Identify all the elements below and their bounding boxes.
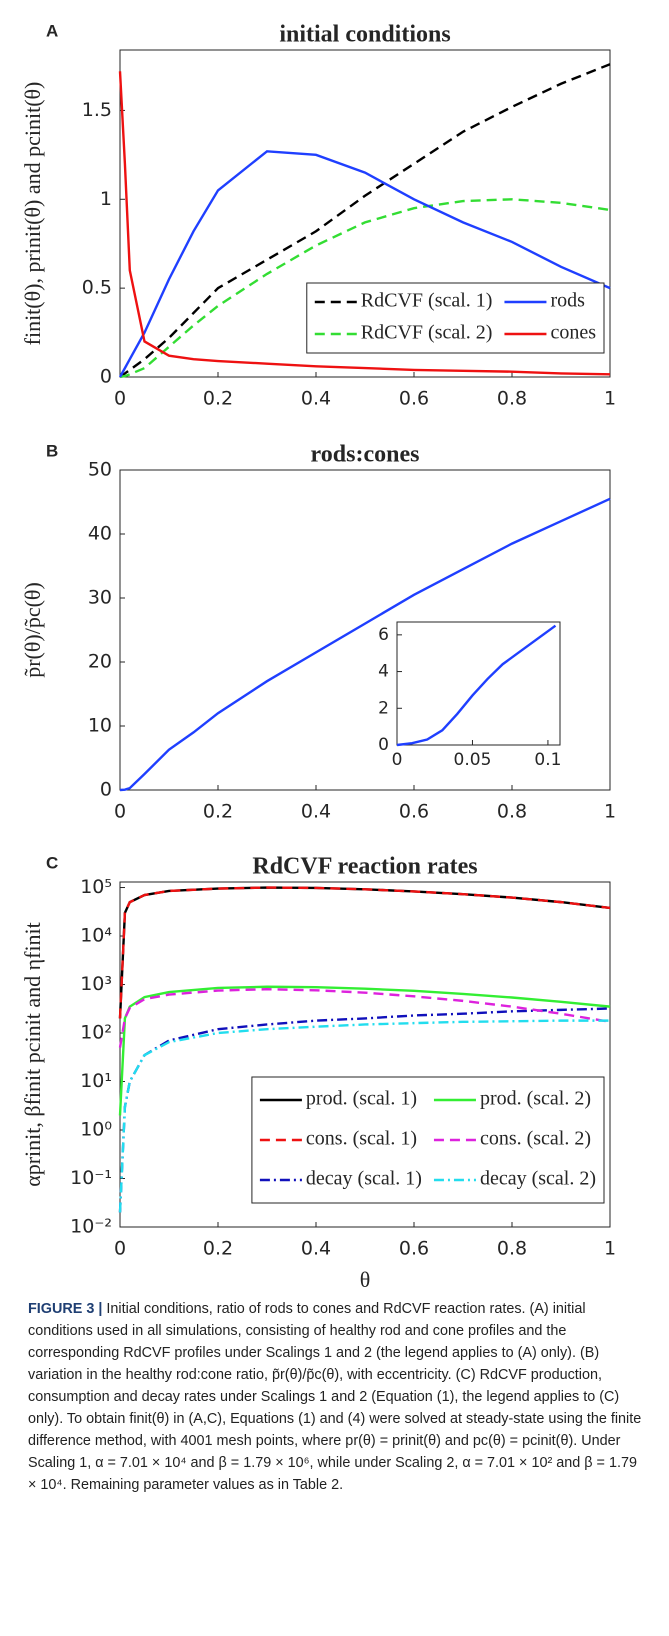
x-tick-label: 0.4	[301, 1238, 331, 1260]
x-tick-label: 0.6	[399, 801, 429, 823]
legend: prod. (scal. 1) cons. (scal. 1) decay (sca…	[251, 1076, 605, 1204]
y-tick-label: 4	[378, 662, 389, 682]
legend-label: rods	[550, 290, 585, 312]
legend-box	[251, 1076, 605, 1204]
y-tick-label: 1	[100, 188, 112, 210]
x-tick-label: 0.4	[301, 801, 331, 823]
y-tick-label: 0	[100, 366, 112, 388]
y-tick-label: 0	[100, 779, 112, 801]
y-tick-label: 40	[88, 523, 112, 545]
legend-label: decay (scal. 1)	[306, 1168, 422, 1190]
x-tick-label: 0	[392, 750, 403, 770]
x-axis-label: θ	[360, 1267, 371, 1290]
x-tick-label: 1	[604, 1238, 616, 1260]
inset-chart: 0 0.05 0.1 0 2 4 6	[378, 621, 561, 770]
legend-box	[306, 282, 605, 354]
chart-title: RdCVF reaction rates	[252, 854, 477, 880]
y-tick-label: 10⁰	[80, 1119, 112, 1141]
legend-label: prod. (scal. 2)	[480, 1088, 591, 1110]
chart: 0 0.2 0.4 0.6 0.8 1 0 0.5 1 1.5 initial conditions…	[20, 21, 616, 409]
legend-label: RdCVF (scal. 1)	[361, 290, 493, 312]
y-tick-label: 30	[88, 587, 112, 609]
series-line	[118, 985, 611, 1116]
y-tick-label: 50	[88, 459, 112, 481]
y-tick-label: 0.5	[82, 277, 112, 299]
y-axis-label: p̃r(θ)/p̃c(θ)	[20, 582, 45, 678]
y-tick-label: 10²	[80, 1022, 112, 1044]
series-line	[396, 624, 557, 747]
x-tick-label: 0	[114, 388, 126, 410]
x-tick-label: 0.8	[497, 388, 527, 410]
y-axis-label: αprinit, βfinit pcinit and ηfinit	[20, 922, 45, 1187]
x-tick-label: 0.6	[399, 1238, 429, 1260]
x-tick-label: 0.05	[454, 750, 492, 770]
caption: FIGURE 3 | Initial conditions, ratio of …	[28, 1298, 642, 1496]
x-tick-label: 0.1	[534, 750, 561, 770]
x-tick-label: 0.8	[497, 801, 527, 823]
caption-text: Initial conditions, ratio of rods to con…	[28, 1301, 642, 1493]
y-axis-label: finit(θ), prinit(θ) and pcinit(θ)	[20, 82, 45, 346]
panel-letter: C	[46, 853, 58, 872]
x-tick-label: 0	[114, 801, 126, 823]
y-tick-label: 10³	[80, 973, 112, 995]
legend-label: decay (scal. 2)	[480, 1168, 596, 1190]
x-tick-label: 0.2	[203, 1238, 233, 1260]
y-tick-label: 6	[378, 625, 389, 645]
legend: RdCVF (scal. 1) RdCVF (scal. 2) rods cones	[306, 282, 605, 354]
y-tick-label: 1.5	[82, 99, 112, 121]
series-line	[118, 1019, 610, 1213]
legend-label: prod. (scal. 1)	[306, 1088, 417, 1110]
series-line	[119, 198, 611, 379]
series-line	[118, 886, 611, 1019]
y-tick-label: 10⁵	[80, 876, 112, 898]
y-tick-label: 0	[378, 735, 389, 755]
y-tick-label: 10⁴	[80, 925, 112, 947]
x-tick-label: 0.2	[203, 801, 233, 823]
chart: 0 0.2 0.4 0.6 0.8 1 10⁻² 10⁻¹ 10⁰ 10¹ 10² 10³ 10⁴ 10⁵…	[20, 853, 616, 1290]
chart-title: initial conditions	[279, 22, 450, 48]
legend-label: cones	[550, 322, 596, 344]
series-line	[118, 988, 611, 1048]
x-tick-label: 0.8	[497, 1238, 527, 1260]
y-tick-label: 20	[88, 651, 112, 673]
series-line	[119, 497, 611, 792]
y-tick-label: 10⁻¹	[70, 1167, 112, 1189]
caption-label: FIGURE 3 |	[28, 1301, 103, 1317]
x-tick-label: 0.4	[301, 388, 331, 410]
series-line	[118, 1007, 611, 1213]
y-tick-label: 10⁻²	[70, 1216, 112, 1238]
x-tick-label: 0	[114, 1238, 126, 1260]
x-tick-label: 0.6	[399, 388, 429, 410]
series-line	[118, 150, 611, 378]
y-tick-label: 2	[378, 698, 389, 718]
legend-label: RdCVF (scal. 2)	[361, 322, 493, 344]
x-tick-label: 1	[604, 801, 616, 823]
x-tick-label: 0.2	[203, 388, 233, 410]
panel-letter: B	[46, 441, 58, 460]
chart-title: rods:cones	[311, 442, 420, 468]
y-tick-label: 10¹	[80, 1070, 112, 1092]
panel-letter: A	[46, 21, 58, 40]
x-tick-label: 1	[604, 388, 616, 410]
series-line	[118, 71, 611, 376]
y-tick-label: 10	[88, 715, 112, 737]
series-line	[119, 63, 611, 378]
legend-label: cons. (scal. 2)	[480, 1128, 591, 1150]
legend-label: cons. (scal. 1)	[306, 1128, 417, 1150]
